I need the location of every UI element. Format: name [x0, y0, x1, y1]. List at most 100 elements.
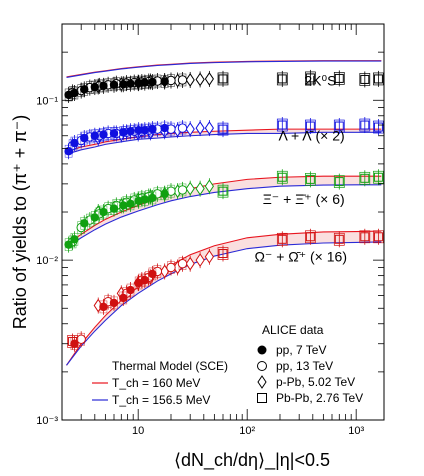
point-Lambda-pp7-5-marker [109, 129, 119, 138]
point-Omega-pp7-0 [70, 335, 79, 352]
point-Lambda-pp13-12-marker [177, 123, 188, 133]
point-K0S-PbPb-1 [276, 70, 288, 87]
point-Omega-pPb-6 [185, 255, 195, 272]
point-K0S-pp7-7 [126, 75, 135, 92]
point-Xi-pp13-12-marker [177, 185, 188, 195]
point-Omega-PbPb-5-marker [360, 232, 370, 242]
point-Lambda-pp7-4 [99, 126, 108, 143]
point-Lambda-PbPb-2 [305, 118, 316, 135]
point-Lambda-PbPb-2-marker [305, 121, 315, 131]
point-Xi-PbPb-4-marker [360, 173, 370, 183]
point-K0S-pp7-6-marker [119, 80, 128, 89]
point-K0S-PbPb-1-sysbox [276, 72, 288, 86]
point-K0S-pp7-8-marker [134, 78, 143, 88]
point-K0S-PbPb-5-sysbox [373, 72, 384, 86]
point-Xi-PbPb-5 [373, 169, 384, 186]
point-Xi-pp7-4 [99, 204, 108, 221]
point-Xi-pPb-7-marker [195, 181, 205, 196]
point-Omega-PbPb-4-marker [334, 234, 344, 244]
point-Xi-pp7-5 [109, 200, 119, 217]
point-Xi-pp7-11 [160, 185, 169, 202]
point-K0S-PbPb-4-marker [360, 74, 370, 84]
point-Lambda-pPb-8-marker [204, 121, 214, 135]
point-Omega-pp7-1 [99, 298, 108, 315]
point-Lambda-PbPb-3-marker [334, 121, 344, 131]
point-Xi-pp7-9-marker [140, 195, 150, 204]
point-Xi-pp7-2 [80, 215, 89, 232]
point-Xi-pp7-6 [119, 197, 128, 214]
model-band-Xi [66, 176, 382, 248]
point-Lambda-pp7-9-marker [140, 125, 150, 135]
point-Xi-PbPb-2-sysbox [305, 173, 316, 186]
point-Omega-pPb-7 [195, 252, 205, 269]
point-Xi-pPb-6-marker [185, 181, 195, 196]
point-Omega-pp7-7-marker [148, 269, 157, 279]
legend-model-label-160: T_ch = 160 MeV [112, 376, 200, 390]
point-Xi-PbPb-0-marker [218, 186, 228, 196]
point-Omega-PbPb-3 [305, 228, 316, 245]
point-Lambda-pPb-6-marker [185, 122, 195, 137]
point-Lambda-PbPb-0-sysbox [217, 122, 229, 136]
point-Omega-pp7-2-marker [109, 298, 119, 308]
point-K0S-pp7-8 [134, 75, 143, 92]
point-K0S-pp7-11 [160, 73, 169, 90]
point-Lambda-PbPb-1-marker [277, 120, 287, 130]
point-Xi-PbPb-4 [359, 170, 371, 187]
legend-marker-pPb [257, 375, 267, 389]
point-Omega-PbPb-3-sysbox [305, 230, 316, 244]
point-Lambda-PbPb-3-sysbox [333, 119, 345, 133]
legend-model: Thermal Model (SCE) T_ch = 160 MeV T_ch … [92, 359, 228, 407]
point-Xi-pp7-10 [148, 189, 157, 206]
point-Xi-PbPb-5-sysbox [373, 170, 384, 184]
point-Xi-PbPb-3-marker [334, 177, 344, 187]
point-Omega-PbPb-1-sysbox [217, 247, 229, 260]
point-K0S-PbPb-5-marker [373, 74, 383, 84]
point-Lambda-pp7-1-marker [70, 138, 79, 148]
point-Omega-PbPb-6-sysbox [373, 230, 384, 244]
model-curve-156-K0S [66, 60, 382, 78]
species-label-2: Ξ⁻ + Ξ̄⁺ (× 6) [263, 191, 345, 207]
point-Omega-pPb-6-marker [185, 256, 195, 271]
point-Omega-pp13-6-marker [166, 262, 176, 273]
point-Omega-pp7-6 [140, 272, 150, 289]
point-Lambda-pPb-7-marker [195, 121, 205, 135]
point-Xi-pp7-11-marker [160, 189, 169, 198]
point-Omega-PbPb-3-marker [305, 232, 315, 242]
point-Xi-pp7-7-marker [126, 199, 135, 209]
point-K0S-pp7-2 [80, 81, 89, 98]
point-K0S-pp13-12-marker [177, 75, 188, 85]
point-Lambda-PbPb-4-marker [360, 120, 370, 130]
point-K0S-pPb-6-marker [185, 73, 195, 87]
point-K0S-pp7-7-marker [126, 79, 135, 88]
point-K0S-pp7-5-marker [109, 80, 119, 89]
point-Lambda-pp7-7 [126, 123, 135, 140]
point-Xi-PbPb-2-marker [305, 174, 315, 184]
point-Lambda-pp7-11-marker [160, 123, 169, 133]
legend-marker-pp7 [257, 345, 267, 355]
x-tick-label-0: 10 [132, 425, 144, 437]
point-Xi-pPb-6 [185, 180, 195, 197]
point-Xi-PbPb-1 [276, 169, 288, 186]
point-Lambda-pp7-1 [70, 135, 79, 152]
point-K0S-PbPb-2 [305, 69, 316, 86]
point-Omega-PbPb-4 [333, 231, 345, 248]
model-band-Omega [66, 231, 382, 366]
point-Xi-PbPb-3-sysbox [333, 175, 345, 188]
legend-label-pp13: pp, 13 TeV [276, 359, 333, 373]
point-Lambda-pp7-11 [160, 120, 169, 137]
point-Omega-PbPb-2 [276, 231, 288, 248]
legend-label-pPb: p-Pb, 5.02 TeV [276, 375, 355, 389]
point-K0S-pp7-3 [90, 79, 100, 96]
point-Lambda-PbPb-1 [276, 117, 288, 134]
species-label-0: 2K⁰S [304, 72, 336, 88]
point-Xi-PbPb-5-marker [373, 172, 383, 182]
point-Lambda-PbPb-4-sysbox [359, 118, 371, 132]
point-K0S-PbPb-0-marker [218, 74, 228, 84]
point-K0S-pp7-1-marker [70, 88, 79, 98]
point-K0S-pPb-7 [195, 71, 205, 88]
point-Xi-PbPb-0 [217, 183, 229, 200]
point-K0S-pPb-8-marker [204, 72, 214, 86]
point-Xi-PbPb-3 [333, 173, 345, 190]
point-Lambda-pp7-7-marker [126, 127, 135, 136]
point-Omega-PbPb-5-sysbox [359, 230, 371, 244]
